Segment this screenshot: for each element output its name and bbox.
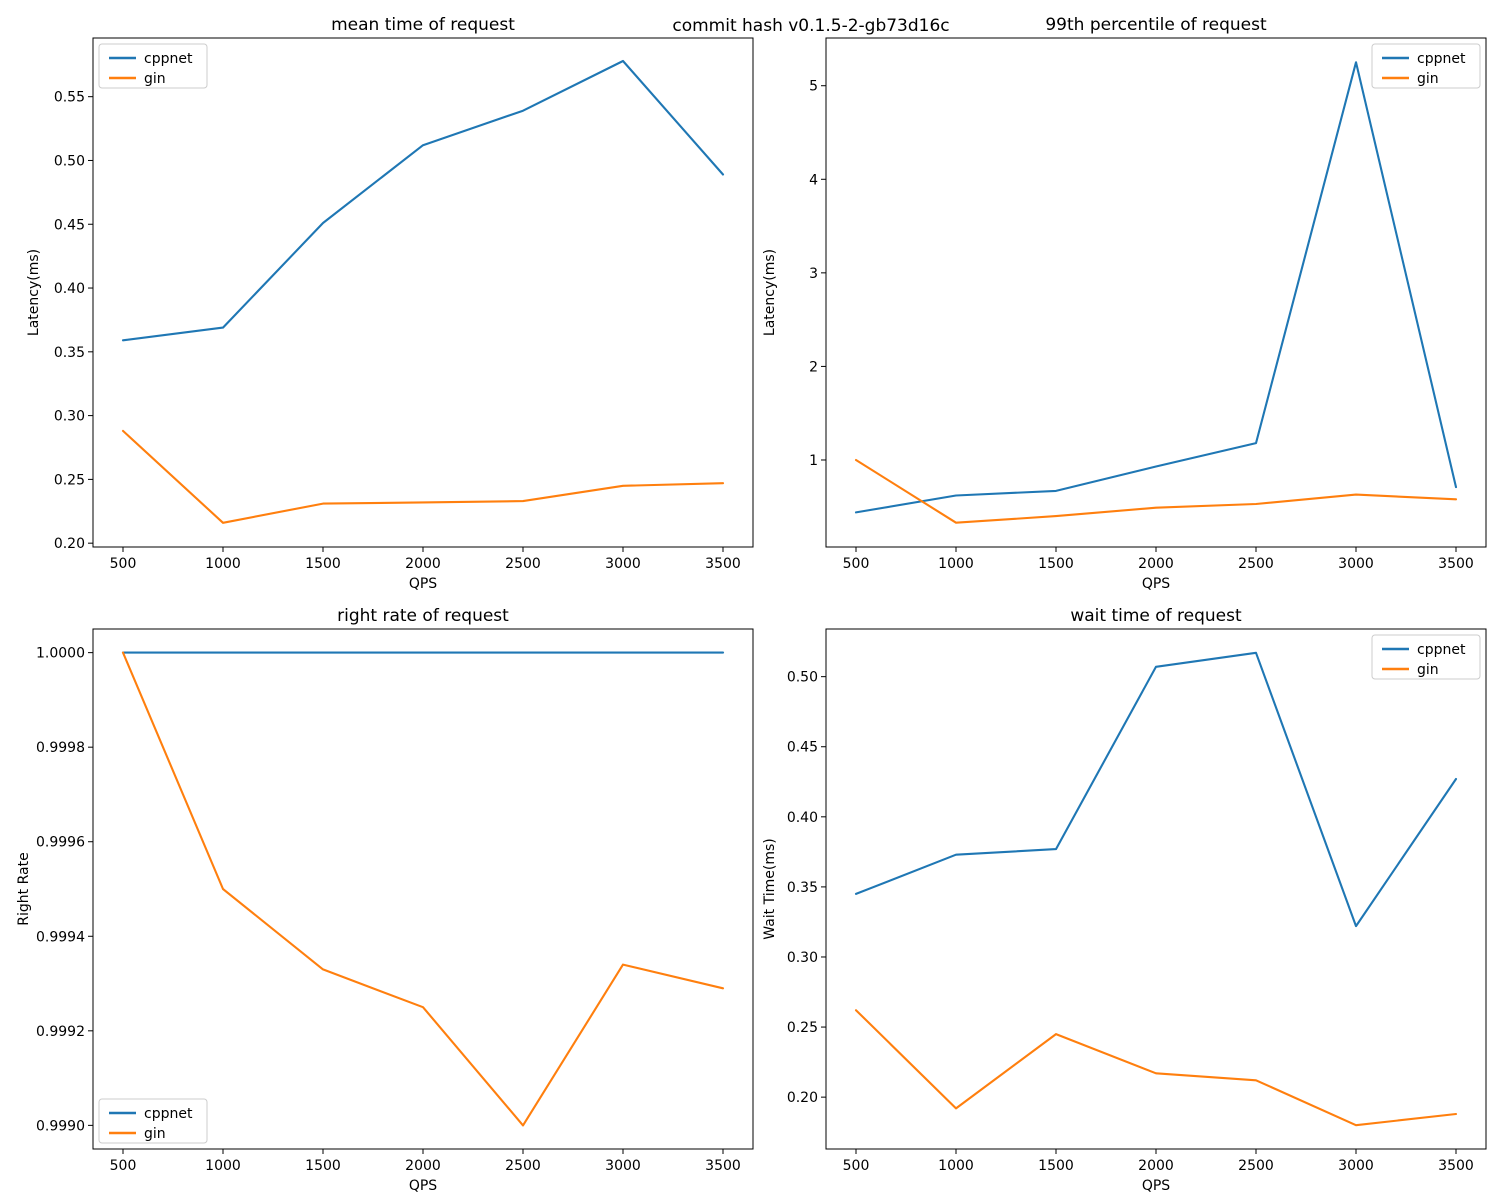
x-axis-label: QPS: [409, 1178, 437, 1194]
y-tick-label: 0.40: [787, 810, 818, 826]
legend-label-cppnet: cppnet: [144, 1106, 193, 1122]
x-axis-label: QPS: [1142, 576, 1170, 592]
y-tick-label: 4: [809, 172, 818, 188]
plot-frame: [825, 37, 1487, 548]
x-tick-label: 2000: [1138, 1158, 1174, 1174]
series-line-cppnet: [121, 59, 725, 342]
x-tick-label: 3500: [1438, 1158, 1474, 1174]
series-line-cppnet: [854, 651, 1458, 928]
y-tick-label: 0.55: [54, 90, 85, 106]
x-tick-label: 2500: [505, 556, 541, 572]
x-tick-label: 2000: [405, 1158, 441, 1174]
x-tick-label: 500: [110, 556, 137, 572]
subplot-wait-time: 500 1000 1500 2000 2500 3000 3500 0.20 0.25 0.30 0…: [762, 606, 1487, 1194]
x-tick-label: 2000: [405, 556, 441, 572]
series-line-gin: [121, 429, 725, 524]
x-tick-label: 500: [110, 1158, 137, 1174]
x-tick-label: 2500: [1238, 1158, 1274, 1174]
legend-label-cppnet: cppnet: [144, 51, 193, 67]
x-tick-label: 500: [843, 556, 870, 572]
y-tick-label: 0.25: [787, 1020, 818, 1036]
y-tick-label: 3: [809, 266, 818, 282]
legend-label-cppnet: cppnet: [1417, 51, 1466, 67]
subplot-99th-percentile: 500 1000 1500 2000 2500 3000 3500 1 2 3 4 5 99th per…: [762, 15, 1487, 592]
legend: cppnet gin: [1371, 634, 1481, 680]
x-tick-label: 3500: [705, 1158, 741, 1174]
x-tick-label: 1500: [1038, 556, 1074, 572]
series-line-gin: [854, 1009, 1458, 1127]
subplot-mean-time: 500 1000 1500 2000 2500 3000 3500 0.20 0.25 0.30 0…: [26, 15, 754, 592]
x-tick-label: 2500: [505, 1158, 541, 1174]
y-tick-label: 0.40: [54, 281, 85, 297]
x-tick-label: 1500: [305, 1158, 341, 1174]
subplot-right-rate: 500 1000 1500 2000 2500 3000 3500 0.9990 0.9992 0…: [16, 606, 754, 1194]
x-tick-label: 3000: [1338, 1158, 1374, 1174]
x-tick-label: 2500: [1238, 556, 1274, 572]
series-line-cppnet: [854, 61, 1458, 514]
x-tick-label: 1000: [205, 1158, 241, 1174]
legend-label-gin: gin: [1417, 662, 1439, 678]
x-tick-label: 1500: [1038, 1158, 1074, 1174]
y-tick-label: 0.30: [787, 950, 818, 966]
x-tick-label: 3500: [1438, 556, 1474, 572]
x-axis-label: QPS: [1142, 1178, 1170, 1194]
y-tick-label: 0.45: [54, 217, 85, 233]
legend-label-gin: gin: [144, 71, 166, 87]
y-tick-label: 0.45: [787, 740, 818, 756]
x-axis-label: QPS: [409, 576, 437, 592]
legend: cppnet gin: [98, 1098, 208, 1144]
plot-frame: [825, 628, 1487, 1150]
series-line-gin: [121, 651, 725, 1127]
x-tick-label: 2000: [1138, 556, 1174, 572]
x-tick-label: 1000: [938, 1158, 974, 1174]
x-tick-label: 3000: [605, 556, 641, 572]
y-axis-label: Latency(ms): [762, 249, 778, 336]
legend: cppnet gin: [1371, 43, 1481, 89]
figure-suptitle: commit hash v0.1.5-2-gb73d16c: [672, 16, 949, 36]
y-tick-label: 0.9998: [36, 740, 85, 756]
x-tick-label: 1500: [305, 556, 341, 572]
y-tick-label: 0.9994: [36, 929, 85, 945]
y-tick-label: 0.9992: [36, 1024, 85, 1040]
x-tick-label: 500: [843, 1158, 870, 1174]
y-axis-label: Wait Time(ms): [762, 838, 778, 939]
plot-title: 99th percentile of request: [1045, 15, 1267, 35]
plot-frame: [92, 37, 754, 548]
x-tick-label: 3000: [1338, 556, 1374, 572]
y-tick-label: 0.20: [54, 536, 85, 552]
y-tick-label: 2: [809, 359, 818, 375]
y-tick-label: 0.35: [787, 880, 818, 896]
plot-title: right rate of request: [337, 606, 509, 626]
y-tick-label: 5: [809, 79, 818, 95]
legend-label-cppnet: cppnet: [1417, 642, 1466, 658]
y-tick-label: 0.9990: [36, 1118, 85, 1134]
y-tick-label: 0.20: [787, 1090, 818, 1106]
y-tick-label: 0.50: [54, 153, 85, 169]
legend: cppnet gin: [98, 43, 208, 89]
legend-label-gin: gin: [1417, 71, 1439, 87]
x-tick-label: 3000: [605, 1158, 641, 1174]
x-tick-label: 3500: [705, 556, 741, 572]
legend-label-gin: gin: [144, 1126, 166, 1142]
plot-frame: [92, 628, 754, 1150]
x-tick-label: 1000: [938, 556, 974, 572]
y-tick-label: 0.9996: [36, 835, 85, 851]
y-tick-label: 0.30: [54, 409, 85, 425]
y-tick-label: 0.35: [54, 345, 85, 361]
y-tick-label: 1.0000: [36, 646, 85, 662]
y-tick-label: 0.50: [787, 670, 818, 686]
series-line-gin: [854, 458, 1458, 524]
y-axis-label: Latency(ms): [26, 249, 42, 336]
x-tick-label: 1000: [205, 556, 241, 572]
y-tick-label: 0.25: [54, 472, 85, 488]
y-axis-label: Right Rate: [16, 852, 32, 925]
y-tick-label: 1: [809, 453, 818, 469]
plot-title: mean time of request: [331, 15, 515, 35]
plot-title: wait time of request: [1070, 606, 1242, 626]
